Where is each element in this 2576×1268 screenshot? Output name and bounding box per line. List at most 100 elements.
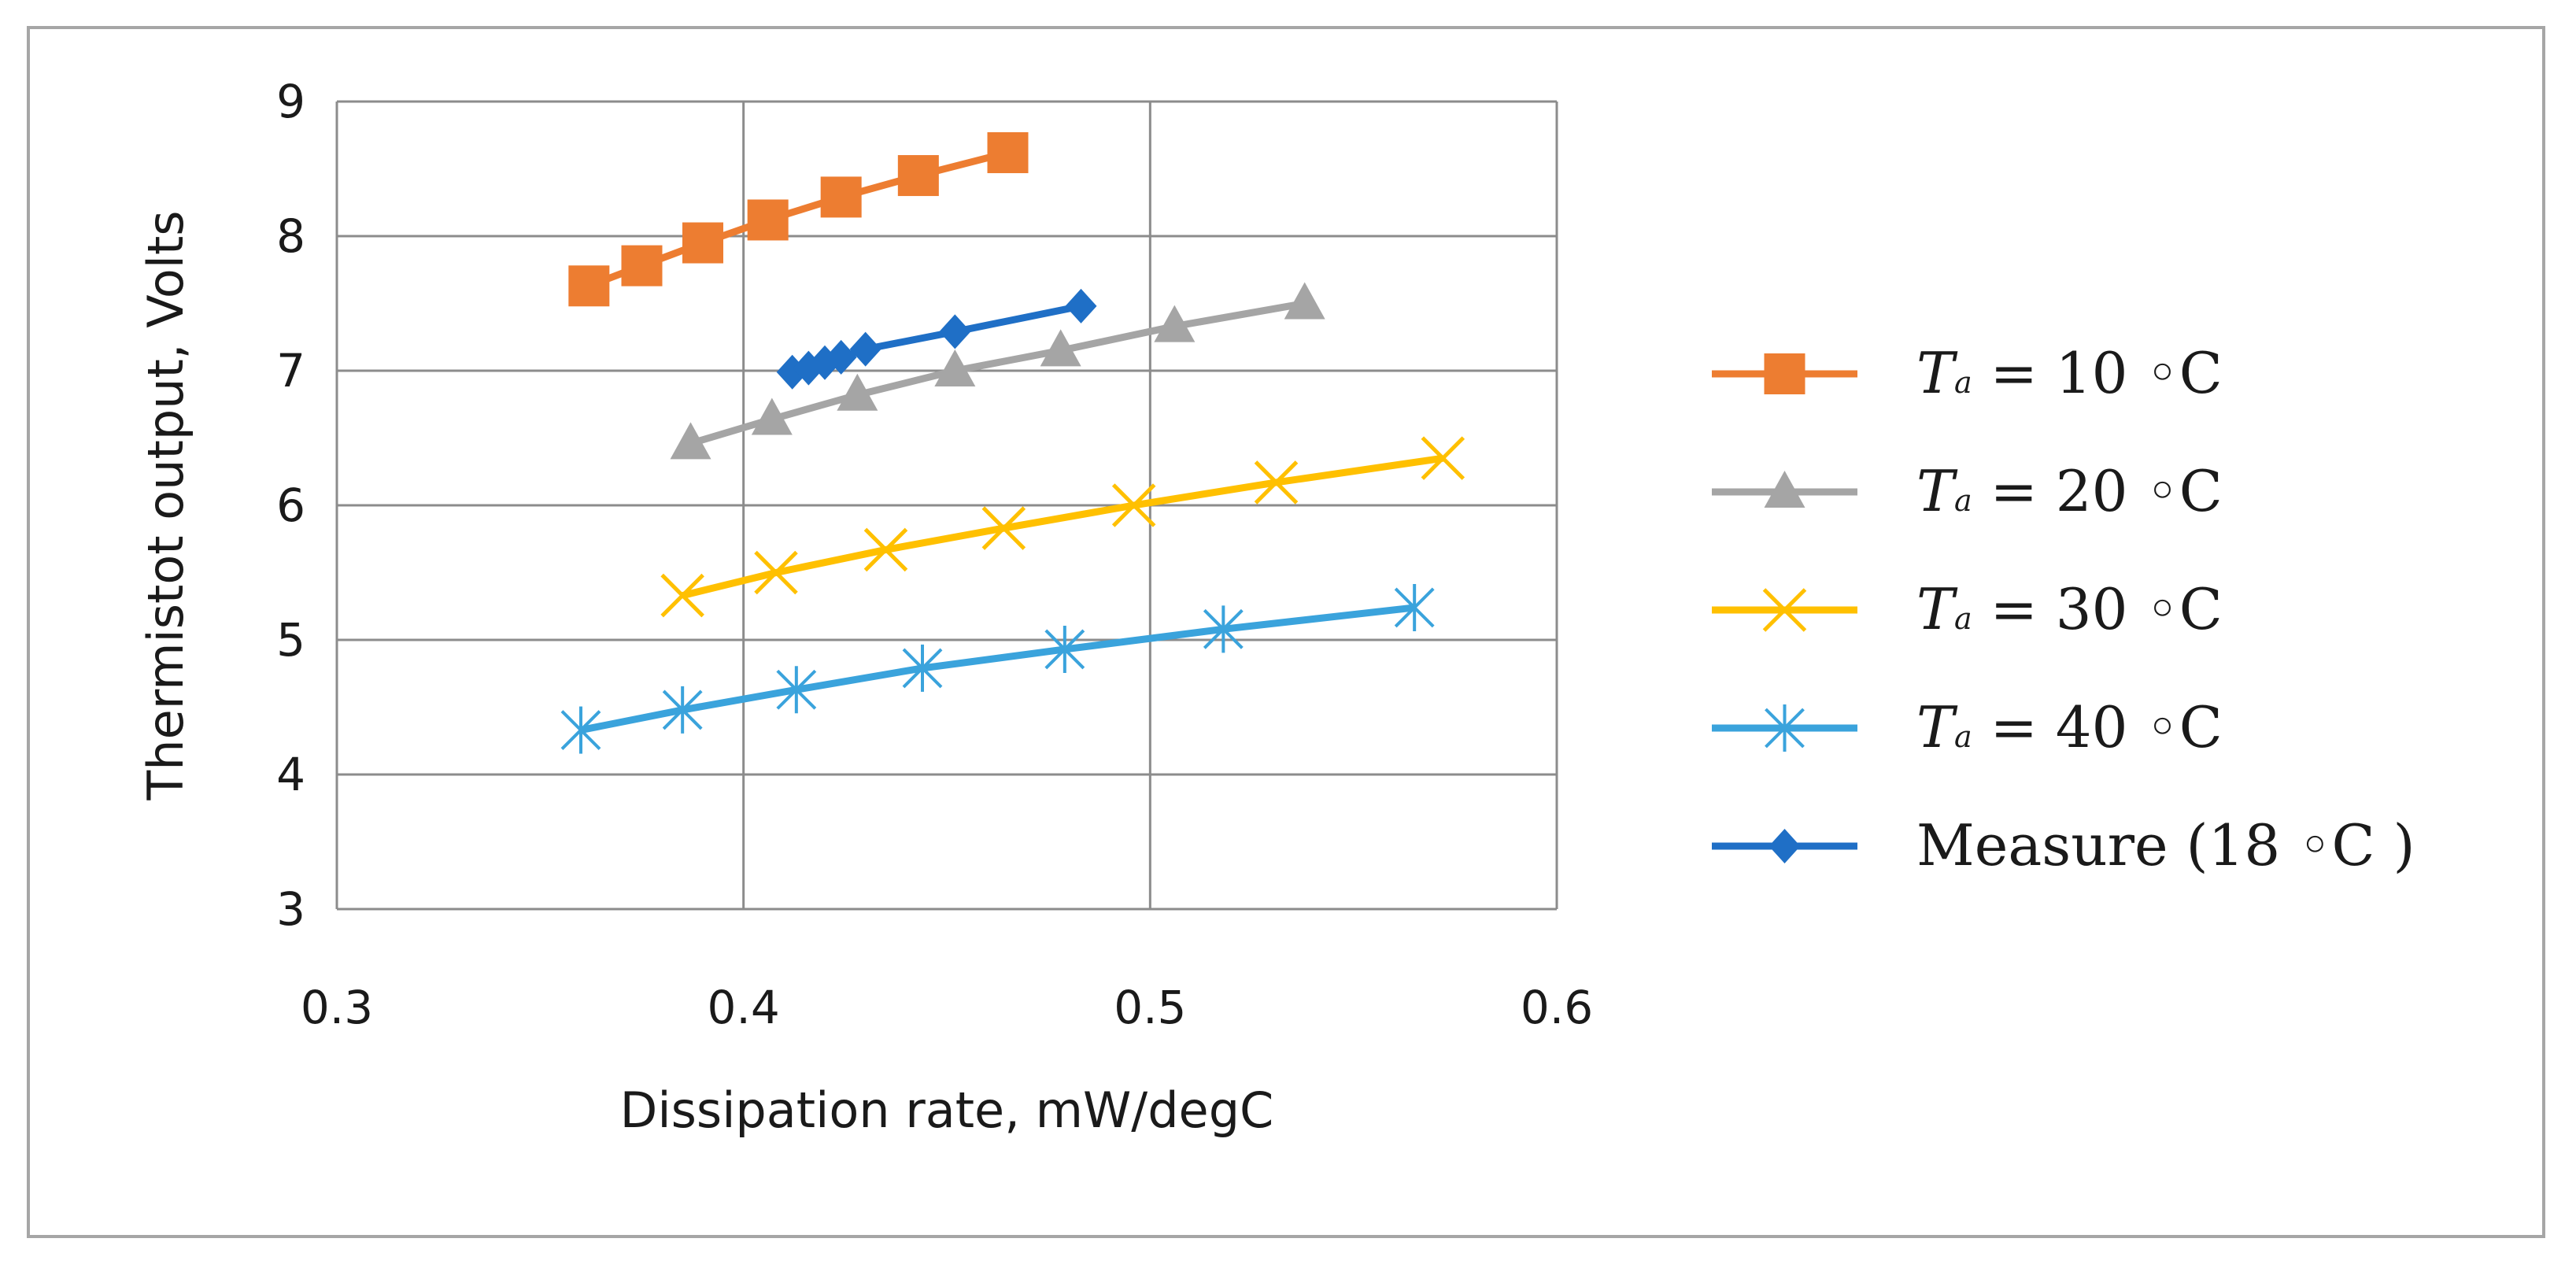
legend-item: Ta = 20 ◦C — [1712, 458, 2223, 524]
data-point — [1768, 829, 1801, 863]
x-tick-label: 0.4 — [708, 981, 780, 1034]
data-point — [934, 349, 976, 386]
series-4 — [776, 288, 1097, 390]
y-axis-label: Thermistot output, Volts — [137, 210, 194, 800]
series-0 — [568, 131, 1029, 307]
y-tick-label: 4 — [276, 748, 305, 801]
legend-item: Ta = 10 ◦C — [1712, 340, 2223, 406]
triangle-marker — [1764, 471, 1805, 508]
x-marker-stroke — [981, 506, 1026, 550]
data-point — [1111, 483, 1156, 527]
triangle-marker — [1040, 329, 1081, 367]
y-tick-label: 8 — [276, 209, 305, 263]
diamond-marker — [849, 331, 881, 367]
triangle-marker — [837, 373, 878, 411]
series-line — [682, 454, 1443, 599]
data-point — [820, 176, 862, 218]
data-point — [660, 573, 704, 618]
legend-label: Ta = 40 ◦C — [1916, 694, 2223, 760]
data-point — [1421, 436, 1465, 480]
data-point — [776, 666, 817, 714]
data-point — [825, 339, 857, 375]
square-marker — [987, 131, 1029, 173]
data-point — [863, 527, 908, 572]
x-marker-stroke — [1111, 483, 1156, 527]
data-point — [662, 686, 703, 734]
data-point — [568, 265, 610, 307]
x-marker-stroke — [754, 550, 798, 595]
x-tick-label: 0.5 — [1114, 981, 1186, 1034]
square-marker — [747, 199, 789, 241]
data-point — [1154, 305, 1196, 342]
diamond-marker — [1768, 829, 1801, 863]
data-point — [1065, 288, 1097, 323]
x-tick-label: 0.3 — [301, 981, 373, 1034]
y-tick-label: 7 — [276, 344, 305, 397]
chart-frame — [27, 26, 2545, 1238]
square-marker — [682, 222, 723, 264]
data-point — [560, 706, 601, 754]
data-point — [754, 550, 798, 595]
data-point — [981, 506, 1026, 550]
x-marker-stroke — [1254, 460, 1299, 505]
series-1 — [670, 282, 1325, 460]
data-point — [1765, 704, 1805, 752]
y-tick-label: 5 — [276, 613, 305, 667]
series-3 — [560, 583, 1435, 754]
y-tick-label: 3 — [276, 882, 305, 936]
legend-label: Ta = 20 ◦C — [1916, 458, 2223, 524]
data-point — [1764, 353, 1805, 394]
triangle-marker — [751, 397, 793, 435]
data-point — [1762, 588, 1807, 632]
triangle-marker — [934, 349, 976, 386]
legend-item: Measure (18 ◦C ) — [1712, 812, 2415, 878]
triangle-marker — [670, 422, 711, 460]
x-axis-ticks: 0.3 0.4 0.5 0.6 — [301, 981, 1593, 1034]
legend-label: Ta = 30 ◦C — [1916, 576, 2223, 642]
data-point — [939, 314, 971, 349]
data-point — [1394, 583, 1435, 631]
square-marker — [820, 176, 862, 218]
y-axis-ticks: 3 4 5 6 7 8 9 — [276, 75, 305, 936]
x-axis-label: Dissipation rate, mW/degC — [620, 1081, 1274, 1139]
x-tick-label: 0.6 — [1521, 981, 1593, 1034]
series-line — [580, 604, 1415, 734]
data-point — [751, 397, 793, 435]
data-point — [1203, 605, 1244, 653]
data-point — [902, 644, 943, 692]
series-group — [560, 131, 1465, 754]
data-point — [1284, 282, 1325, 320]
data-point — [670, 422, 711, 460]
x-marker-stroke — [1421, 436, 1465, 480]
data-point — [1044, 625, 1085, 673]
data-point — [621, 245, 663, 287]
diamond-marker — [939, 314, 971, 349]
data-point — [1764, 471, 1805, 508]
x-marker-stroke — [660, 573, 704, 618]
data-point — [682, 222, 723, 264]
square-marker — [621, 245, 663, 287]
legend-item: Ta = 30 ◦C — [1712, 576, 2223, 642]
series-2 — [660, 436, 1465, 618]
legend: Ta = 10 ◦C Ta = 20 ◦C Ta = 30 ◦C Ta = 40 ◦C… — [1712, 340, 2415, 878]
legend-item: Ta = 40 ◦C — [1712, 694, 2223, 760]
y-tick-label: 6 — [276, 479, 305, 532]
diamond-marker — [825, 339, 857, 375]
data-point — [987, 131, 1029, 173]
legend-label: Ta = 10 ◦C — [1916, 340, 2223, 406]
data-point — [747, 199, 789, 241]
data-point — [849, 331, 881, 367]
y-tick-label: 9 — [276, 75, 305, 128]
legend-label: Measure (18 ◦C ) — [1916, 812, 2415, 878]
diamond-marker — [1065, 288, 1097, 323]
data-point — [837, 373, 878, 411]
square-marker — [1764, 353, 1805, 394]
data-point — [1254, 460, 1299, 505]
square-marker — [568, 265, 610, 307]
x-marker-stroke — [863, 527, 908, 572]
x-marker-stroke — [1762, 588, 1807, 632]
triangle-marker — [1284, 282, 1325, 320]
data-point — [897, 155, 939, 197]
triangle-marker — [1154, 305, 1196, 342]
